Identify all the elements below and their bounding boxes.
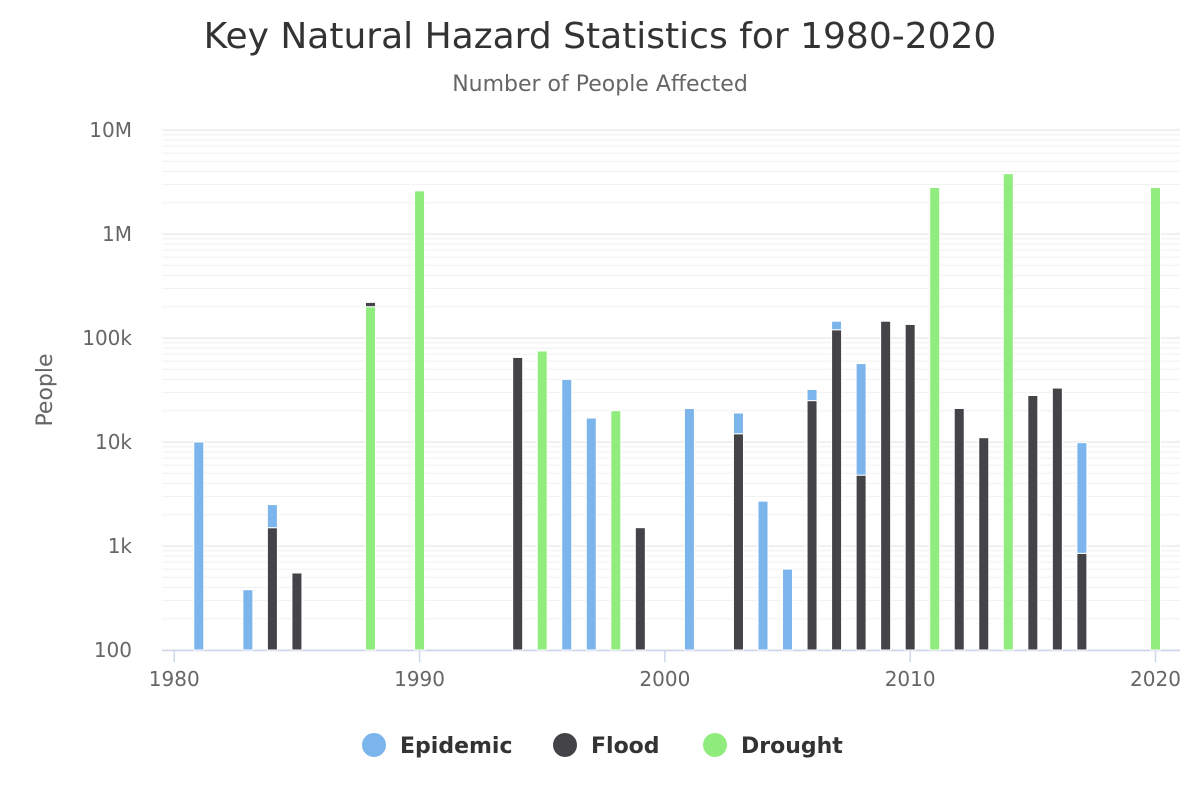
drought-bar-2011[interactable] [929,186,941,651]
y-axis-ticks: 100 1k 10k 100k 1M 10M [82,118,132,662]
chart-subtitle: Number of People Affected [452,72,748,97]
flood-bar-2008[interactable] [855,474,867,651]
flood-bar-1988[interactable] [365,301,377,308]
legend-item-drought[interactable]: Drought [703,733,843,759]
drought-bar-2020[interactable] [1149,186,1161,651]
bars [193,173,1161,651]
chart-title: Key Natural Hazard Statistics for 1980-2… [204,16,997,57]
flood-bar-2012[interactable] [953,407,965,651]
epidemic-bar-2005[interactable] [782,568,794,651]
epidemic-bar-2008[interactable] [855,363,867,476]
epidemic-bar-1996[interactable] [561,378,573,651]
y-tick-label: 10M [89,118,132,142]
x-tick-label: 1990 [394,667,445,691]
x-tick-label: 2000 [639,667,690,691]
epidemic-bar-1984[interactable] [266,504,278,529]
x-tick-label: 2010 [885,667,936,691]
y-tick-label: 100 [94,638,132,662]
epidemic-bar-1997[interactable] [585,417,597,651]
legend-marker [703,733,727,757]
epidemic-bar-2001[interactable] [683,407,695,651]
flood-bar-2016[interactable] [1051,387,1063,651]
flood-bar-2006[interactable] [806,400,818,651]
flood-bar-2013[interactable] [978,437,990,651]
y-tick-label: 1k [108,534,133,558]
epidemic-bar-2007[interactable] [831,320,843,331]
x-axis: 1980 1990 2000 2010 2020 [149,649,1181,691]
drought-bar-1998[interactable] [610,410,622,651]
flood-bar-2010[interactable] [904,323,916,651]
y-axis-label: People [33,353,58,426]
epidemic-bar-2006[interactable] [806,388,818,402]
drought-bar-1995[interactable] [536,350,548,651]
x-tick-label: 1980 [149,667,200,691]
legend-label: Flood [591,734,660,759]
legend-marker [553,733,577,757]
y-tick-label: 1M [102,222,132,246]
flood-bar-2003[interactable] [732,433,744,651]
legend-marker [362,733,386,757]
drought-bar-2014[interactable] [1002,173,1014,651]
epidemic-bar-1983[interactable] [242,589,254,651]
legend[interactable]: Epidemic Flood Drought [362,733,843,759]
flood-bar-1999[interactable] [634,527,646,651]
legend-item-flood[interactable]: Flood [553,733,660,759]
y-tick-label: 10k [95,430,132,454]
y-tick-label: 100k [82,326,132,350]
flood-bar-2009[interactable] [880,320,892,651]
flood-bar-1994[interactable] [512,356,524,651]
drought-bar-1988[interactable] [365,306,377,651]
flood-bar-2015[interactable] [1027,394,1039,651]
legend-label: Drought [741,734,843,759]
epidemic-bar-1981[interactable] [193,441,205,651]
flood-bar-1984[interactable] [266,527,278,651]
epidemic-bar-2017[interactable] [1076,442,1088,554]
legend-label: Epidemic [400,734,513,759]
flood-bar-2017[interactable] [1076,552,1088,651]
flood-bar-1985[interactable] [291,572,303,651]
drought-bar-1990[interactable] [414,190,426,651]
grid-lines [162,129,1180,651]
epidemic-bar-2003[interactable] [732,412,744,435]
flood-bar-2007[interactable] [831,329,843,651]
x-tick-label: 2020 [1130,667,1181,691]
epidemic-bar-2004[interactable] [757,500,769,651]
legend-item-epidemic[interactable]: Epidemic [362,733,513,759]
